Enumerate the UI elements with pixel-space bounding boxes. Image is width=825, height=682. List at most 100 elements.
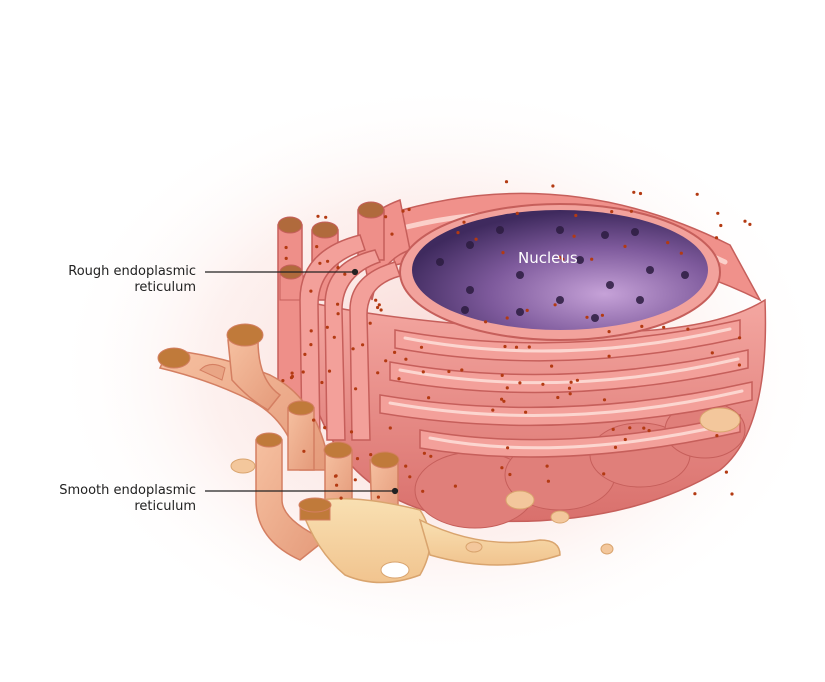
ribosome-dot <box>332 335 336 339</box>
ribosome-dot <box>421 370 425 374</box>
ribosome-dot <box>325 325 329 329</box>
ribosome-dot <box>369 453 373 457</box>
ribosome-dot <box>545 464 549 468</box>
ribosome-dot <box>602 472 606 476</box>
nucleus-label: Nucleus <box>518 249 578 267</box>
ribosome-dot <box>351 347 355 351</box>
ribosome-dot <box>602 398 607 402</box>
ribosome-dot <box>404 357 408 361</box>
ribosome-dot <box>324 215 328 219</box>
ribosome-dot <box>320 380 324 385</box>
ribosome-dot <box>401 209 405 213</box>
rough-er-label-line2: reticulum <box>134 280 196 295</box>
ribosome-dot <box>575 378 580 382</box>
ribosome-dot <box>474 237 478 241</box>
ribosome-dot <box>514 345 519 349</box>
ribosome-dot <box>623 437 627 442</box>
ribosome-dot <box>500 397 504 401</box>
ribosome-dot <box>551 184 555 188</box>
ribosome-dot <box>553 303 557 307</box>
ribosome-dot <box>384 215 388 219</box>
ribosome-dot <box>323 426 327 430</box>
ribosome-dot <box>632 190 636 194</box>
ribosome-dot <box>343 272 347 276</box>
ribosome-dot <box>600 313 605 317</box>
ribosome-dot <box>354 387 358 391</box>
ribosome-dot <box>743 219 747 223</box>
ribosome-dot <box>368 321 372 325</box>
ribosome-dot <box>506 446 510 450</box>
ribosome-dot <box>491 408 495 412</box>
ribosome-dot <box>397 377 401 381</box>
ribosome-dot <box>456 231 460 235</box>
ribosome-dot <box>568 392 572 396</box>
ribosome-dot <box>502 399 506 403</box>
ribosome-dot <box>377 303 381 307</box>
ribosome-dot <box>349 430 354 434</box>
ribosome-dot <box>427 396 431 400</box>
rough-er-tubes <box>277 201 401 441</box>
ribosome-dot <box>429 454 433 458</box>
ribosome-dot <box>508 472 512 477</box>
ribosome-dot <box>590 257 594 261</box>
ribosome-dot <box>686 327 690 331</box>
ribosome-dot <box>504 180 509 184</box>
ribosome-dot <box>376 371 380 375</box>
smooth-er-label-line1: Smooth endoplasmic <box>59 483 196 498</box>
ribosome-dot <box>629 209 634 213</box>
ribosome-dot <box>527 345 531 349</box>
ribosome-dot <box>611 427 615 431</box>
ribosome-dot <box>695 192 699 196</box>
ribosome-dot <box>281 379 285 383</box>
ribosome-dot <box>693 492 697 496</box>
ribosome-dot <box>623 244 627 248</box>
ribosome-dot <box>714 236 719 240</box>
vesicles <box>230 407 741 555</box>
ribosome-dot <box>737 363 742 367</box>
ribosome-dot <box>335 483 339 487</box>
ribosome-dot <box>374 298 378 302</box>
ribosome-dot <box>518 381 522 385</box>
rough-er-label-line1: Rough endoplasmic <box>68 264 196 279</box>
ribosome-dot <box>302 449 306 453</box>
ribosome-dot <box>419 345 424 349</box>
nucleus <box>399 203 721 341</box>
ribosome-dot <box>339 496 343 500</box>
ribosome-dot <box>572 234 576 238</box>
ribosome-dot <box>505 316 509 320</box>
ribosome-dot <box>541 382 545 386</box>
ribosome-dot <box>556 395 560 400</box>
ribosome-dot <box>388 426 392 430</box>
ribosome-dot <box>716 211 720 215</box>
ribosome-dot <box>290 374 294 379</box>
ribosome-dot <box>724 470 729 474</box>
ribosome-dot <box>500 466 504 470</box>
ribosome-dot <box>640 324 644 328</box>
ribosome-dot <box>585 315 589 319</box>
ribosome-dot <box>642 426 646 430</box>
smooth-er-label: Smooth endoplasmic reticulum <box>59 483 196 515</box>
ribosome-dot <box>662 325 666 329</box>
ribosome-dot <box>638 191 643 196</box>
ribosome-dot <box>567 386 572 390</box>
ribosome-dot <box>738 336 742 340</box>
ribosome-dot <box>715 434 719 438</box>
ribosome-dot <box>327 369 332 373</box>
ribosome-dot <box>318 261 322 265</box>
ribosome-dot <box>301 370 305 374</box>
ribosome-dot <box>484 320 488 324</box>
ribosome-dot <box>284 256 288 260</box>
ribosome-dot <box>525 308 529 312</box>
ribosome-dot <box>666 241 670 245</box>
ribosome-dot <box>376 305 380 310</box>
ribosomes <box>281 180 752 500</box>
ribosome-dot <box>647 429 651 433</box>
smooth-er <box>157 323 561 584</box>
ribosome-dot <box>315 245 319 249</box>
leader-lines <box>205 268 399 495</box>
ribosome-dot <box>574 213 578 218</box>
ribosome-dot <box>290 371 294 375</box>
ribosome-dot <box>390 232 394 236</box>
ribosome-dot <box>546 479 551 483</box>
